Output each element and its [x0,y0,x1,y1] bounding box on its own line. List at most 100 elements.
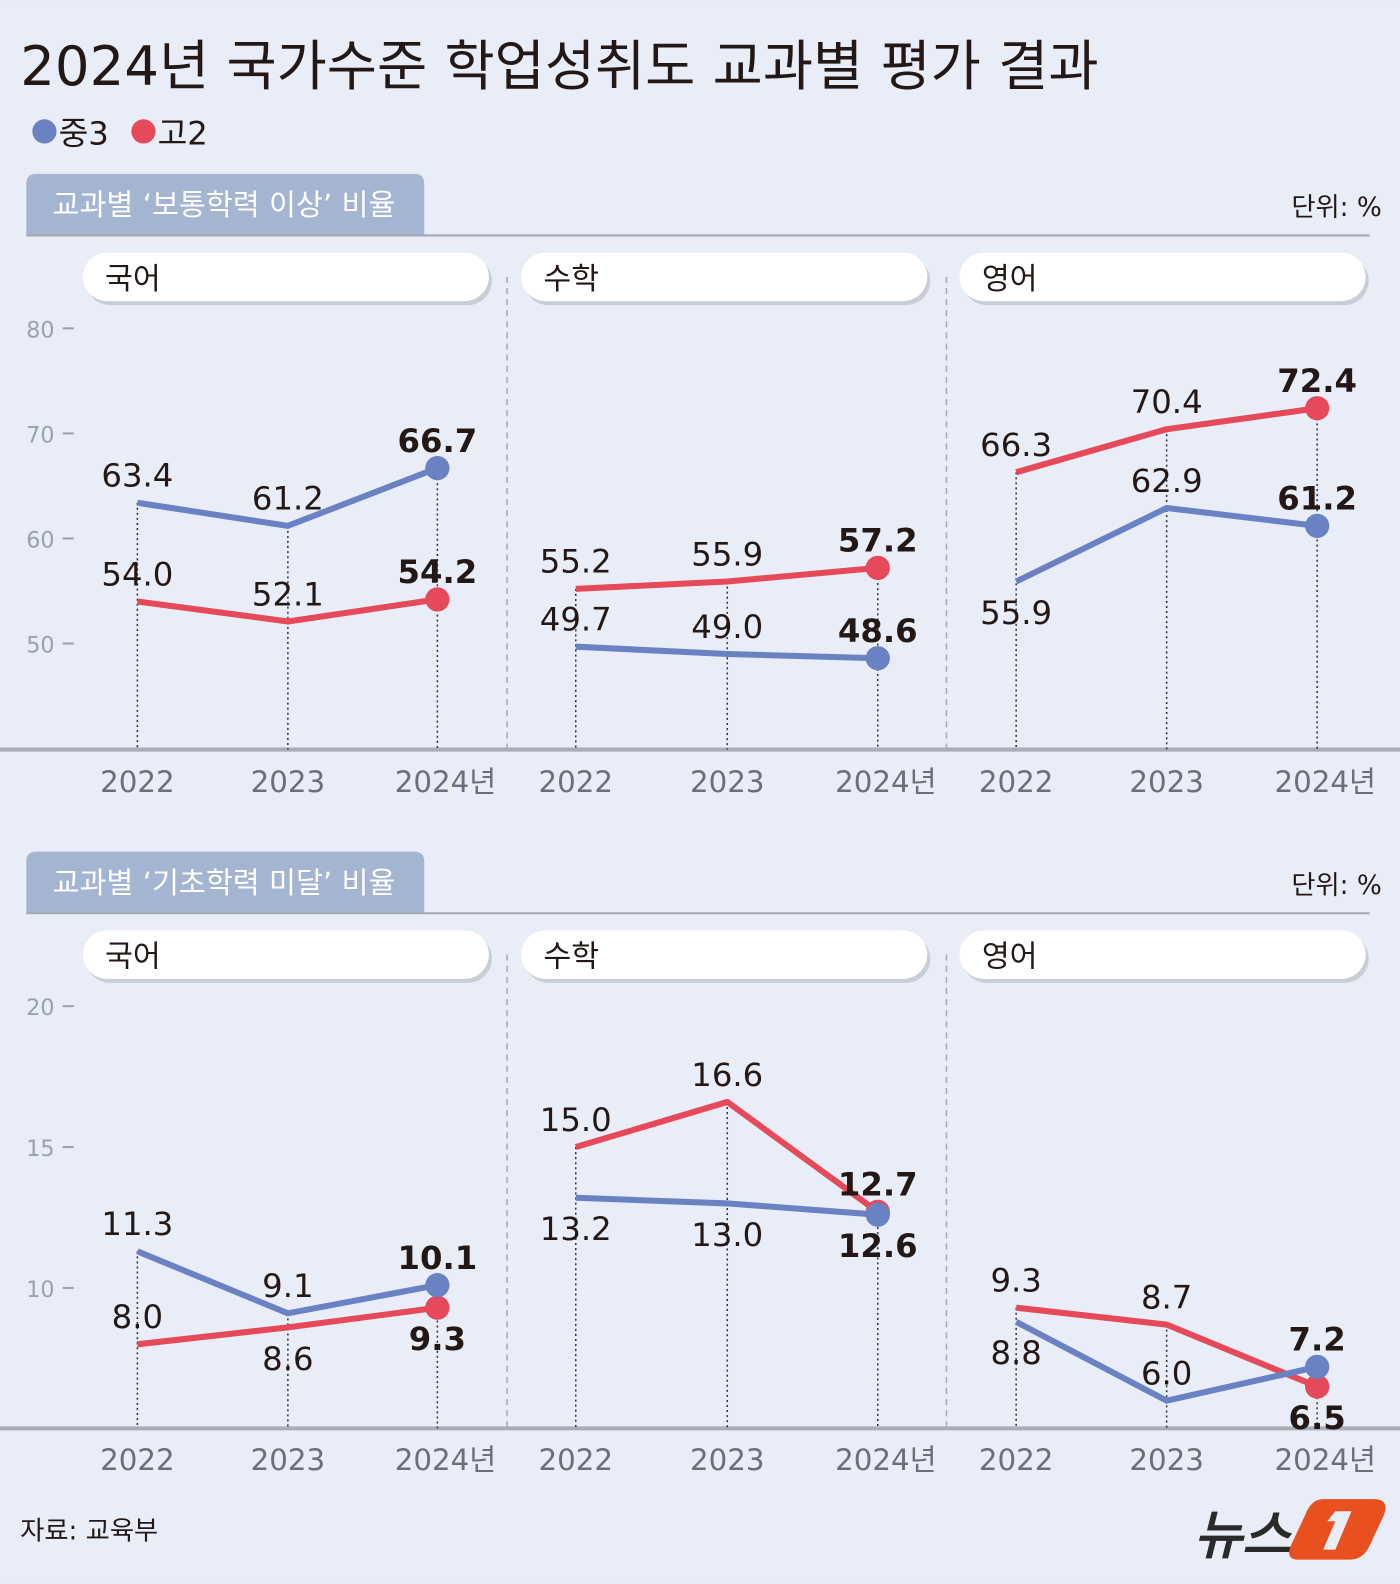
series-line-middle3 [1014,504,1318,585]
section-title: 교과별 ‘보통학력 이상’ 비율 [53,188,396,222]
end-point-middle3 [865,1202,890,1227]
data-label: 72.4 [1277,362,1357,400]
series-line-middle3 [1014,1319,1318,1404]
svg-text:뉴스: 뉴스 [1194,1506,1292,1567]
x-tick-label: 2024년 [395,765,496,799]
data-label: 61.2 [252,480,324,518]
data-label: 55.9 [691,535,763,573]
end-point-high2 [425,1295,450,1320]
subject-pill [82,252,489,302]
data-label: 10.1 [398,1239,478,1277]
end-point-middle3 [1305,513,1330,538]
end-point-middle3 [1305,1354,1330,1379]
data-label: 52.1 [252,575,324,613]
series-line-middle3 [136,1248,438,1317]
x-tick-label: 2023 [251,765,326,799]
y-tick-label: 80 [26,317,54,343]
news1-logo: 뉴스 [1194,1499,1386,1567]
subject-title: 수학 [543,940,599,975]
data-label: 8.8 [990,1334,1041,1372]
subject-pill [521,930,928,979]
chart-above-proficient-1: 수학 2022 2023 2024년 55.2 55.9 57.2 49.7 49.0 48.6 [521,252,937,799]
data-label: 12.6 [838,1227,918,1265]
data-label: 49.0 [691,608,763,646]
series-line-high2 [136,596,438,625]
y-tick-label: 50 [26,633,54,659]
chart-above-proficient-2: 영어 2022 2023 2024년 66.3 70.4 72.4 55.9 62.9 61.2 [959,252,1376,799]
unit-label: 단위: % [1291,193,1381,223]
data-label: 13.0 [691,1216,763,1254]
x-tick-label: 2023 [690,1443,765,1477]
data-label: 9.3 [409,1320,466,1358]
x-tick-label: 2024년 [1275,1443,1376,1477]
data-label: 66.3 [980,426,1052,464]
subject-title: 수학 [543,262,599,297]
legend-marker-high2 [131,119,156,144]
section-tab [26,851,425,914]
x-tick-label: 2023 [1129,1443,1204,1477]
x-tick-label: 2022 [100,765,175,799]
series-line-middle3 [575,1194,879,1218]
chart-below-basic-1: 수학 2022 2023 2024년 15.0 16.6 12.7 13.2 13.0 12.6 [521,930,937,1477]
series-line-middle3 [136,465,439,529]
subject-pill [82,930,489,979]
x-tick-label: 2022 [979,1443,1054,1477]
data-label: 66.7 [398,422,478,460]
x-tick-label: 2024년 [1275,765,1376,799]
y-tick-label: 20 [26,995,54,1021]
series-line-high2 [137,1304,438,1348]
end-point-middle3 [425,1273,450,1298]
data-label: 63.4 [101,457,173,495]
x-tick-label: 2023 [1129,765,1204,799]
series-line-high2 [1015,405,1318,476]
data-label: 6.5 [1289,1399,1346,1437]
end-point-high2 [1305,1374,1330,1399]
x-tick-label: 2024년 [835,1443,936,1477]
data-label: 49.7 [540,601,612,639]
section-tab [26,173,425,236]
x-tick-label: 2022 [538,765,613,799]
y-tick-label: 70 [26,423,54,449]
series-line-high2 [575,564,879,592]
chart-below-basic-2: 영어 2022 2023 2024년 9.3 8.7 6.5 8.8 6.0 7.2 [959,930,1376,1477]
subject-pill [959,930,1366,979]
x-tick-label: 2023 [251,1443,326,1477]
data-label: 9.1 [262,1267,313,1305]
subject-pill [959,252,1366,302]
subject-title: 국어 [105,940,161,975]
subject-pill [521,252,928,302]
x-tick-label: 2023 [690,765,765,799]
data-label: 54.0 [101,555,173,593]
data-label: 55.2 [540,543,612,581]
data-label: 15.0 [540,1101,612,1139]
data-label: 16.6 [691,1056,763,1094]
data-label: 61.2 [1277,480,1357,518]
data-label: 13.2 [540,1210,612,1248]
section-title: 교과별 ‘기초학력 미달’ 비율 [53,866,396,900]
data-label: 8.7 [1141,1278,1192,1316]
data-label: 6.0 [1141,1355,1192,1393]
legend-label-middle3: 중3 [59,115,109,153]
end-point-high2 [425,587,450,612]
end-point-high2 [1305,396,1330,421]
legend-label-high2: 고2 [158,115,208,153]
data-label: 55.9 [980,594,1052,632]
page-title: 2024년 국가수준 학업성취도 교과별 평가 결과 [20,34,1098,98]
chart-below-basic-0: 국어 2022 2023 2024년 8.0 8.6 9.3 11.3 9.1 10.1 [82,930,496,1477]
x-tick-label: 2024년 [395,1443,496,1477]
data-label: 8.0 [112,1298,163,1336]
data-label: 8.6 [262,1340,313,1378]
legend: 중3 고2 [32,115,208,153]
source-note: 자료: 교육부 [20,1516,158,1546]
subject-title: 영어 [982,262,1038,297]
end-point-high2 [865,555,890,580]
subject-title: 영어 [982,940,1038,975]
chart-above-proficient-0: 국어 2022 2023 2024년 54.0 52.1 54.2 63.4 61.2 66.7 [82,252,496,799]
series-line-high2 [574,1098,880,1215]
subject-title: 국어 [105,262,161,297]
data-label: 11.3 [101,1205,173,1243]
legend-marker-middle3 [32,119,57,144]
data-label: 7.2 [1289,1321,1346,1359]
end-point-middle3 [865,646,890,671]
x-tick-label: 2022 [979,765,1054,799]
